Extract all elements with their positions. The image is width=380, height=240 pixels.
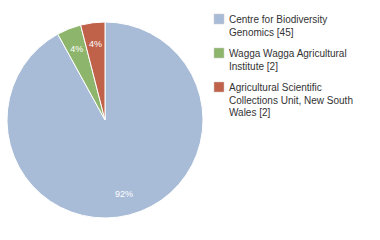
chart: 92% 4% 4% Centre for Biodiversity Genomics [… — [0, 0, 380, 240]
legend-label-line: Genomics [45] — [229, 27, 294, 38]
data-label: 4% — [89, 39, 102, 49]
legend-swatch — [214, 14, 224, 24]
pie — [7, 22, 203, 218]
legend: Centre for Biodiversity Genomics [45] Wagg… — [214, 14, 353, 118]
legend-label-line: Centre for Biodiversity — [229, 14, 327, 25]
data-label: 92% — [115, 189, 133, 199]
legend-label: Agricultural Scientific Collections Unit,… — [229, 82, 353, 118]
legend-label-line: Collections Unit, New South — [229, 95, 353, 106]
pie-slice — [81, 22, 105, 120]
legend-label: Centre for Biodiversity Genomics [45] — [229, 14, 327, 38]
legend-label-line: Institute [2] — [229, 61, 278, 72]
legend-label-line: Wales [2] — [229, 107, 271, 118]
data-labels: 92% 4% 4% — [70, 39, 133, 199]
legend-label-line: Agricultural Scientific — [229, 82, 322, 93]
legend-swatch — [214, 48, 224, 58]
legend-label: Wagga Wagga Agricultural Institute [2] — [229, 48, 347, 72]
legend-label-line: Wagga Wagga Agricultural — [229, 48, 347, 59]
data-label: 4% — [70, 44, 83, 54]
legend-swatch — [214, 82, 224, 92]
pie-slice — [7, 22, 203, 218]
